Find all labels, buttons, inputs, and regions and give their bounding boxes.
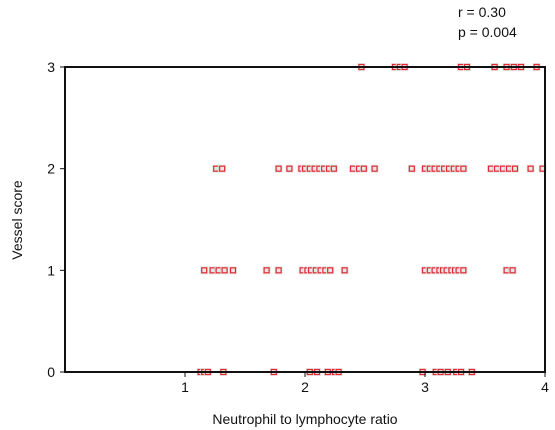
data-point bbox=[285, 164, 294, 173]
x-tick-label: 2 bbox=[301, 379, 309, 395]
y-axis-label: Vessel score bbox=[9, 180, 25, 260]
points-layer bbox=[196, 63, 547, 376]
x-tick-label: 4 bbox=[541, 379, 549, 395]
y-tick-label: 0 bbox=[47, 364, 55, 380]
correlation-annotation: r = 0.30 bbox=[458, 4, 506, 20]
data-point bbox=[459, 164, 468, 173]
x-axis-label: Neutrophil to lymphocyte ratio bbox=[212, 411, 397, 427]
data-point bbox=[511, 164, 519, 173]
data-point bbox=[229, 266, 237, 275]
data-point bbox=[274, 164, 283, 173]
data-point bbox=[359, 164, 368, 173]
data-point bbox=[370, 164, 379, 173]
plot-frame bbox=[64, 66, 546, 373]
y-tick-label: 1 bbox=[47, 262, 55, 278]
data-point bbox=[459, 266, 468, 275]
data-point bbox=[262, 266, 271, 275]
data-point bbox=[340, 266, 349, 275]
data-point bbox=[200, 266, 209, 275]
data-point bbox=[329, 164, 338, 173]
data-point bbox=[218, 164, 227, 173]
y-tick-label: 2 bbox=[47, 161, 55, 177]
data-point bbox=[508, 266, 517, 275]
data-point bbox=[407, 164, 416, 173]
x-tick-label: 1 bbox=[181, 379, 189, 395]
data-point bbox=[274, 266, 283, 275]
p-value-annotation: p = 0.004 bbox=[458, 24, 517, 40]
data-point bbox=[326, 266, 335, 275]
data-point bbox=[220, 266, 229, 275]
data-point bbox=[526, 164, 535, 173]
ticks-layer: 1 2 3 4 0 1 2 3 bbox=[47, 59, 549, 395]
x-tick-label: 3 bbox=[421, 379, 429, 395]
y-tick-label: 3 bbox=[47, 59, 55, 75]
